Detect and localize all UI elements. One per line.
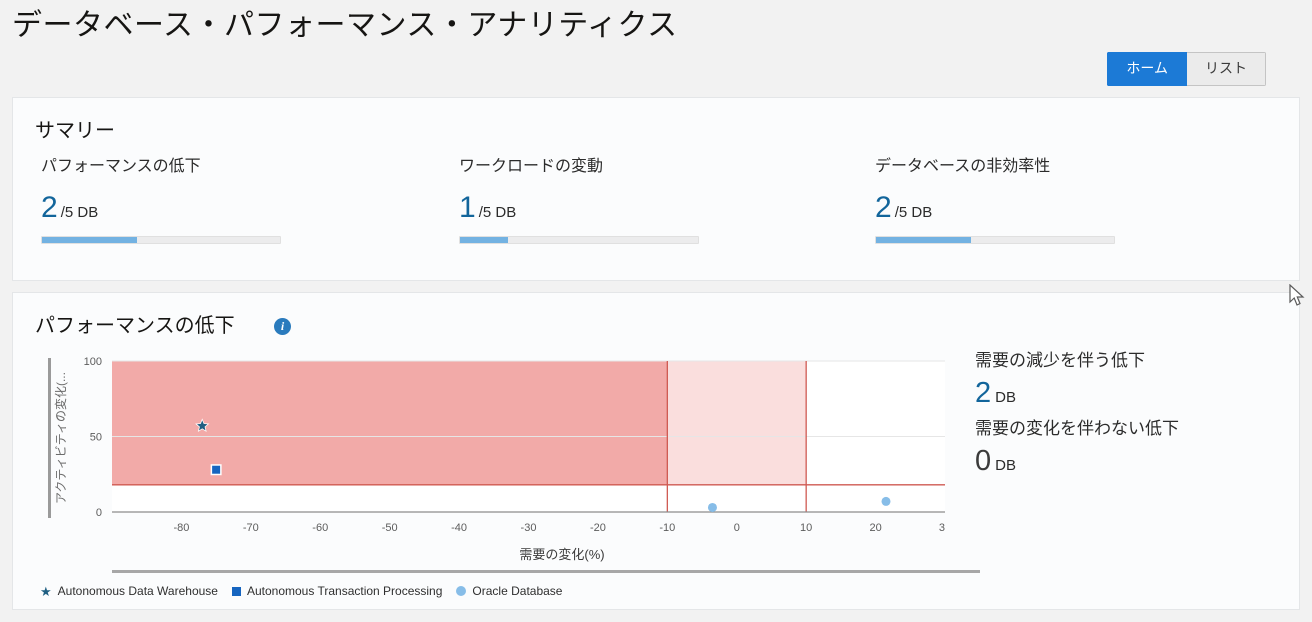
- chart-panel-heading: パフォーマンスの低下: [35, 315, 235, 337]
- page-title: データベース・パフォーマンス・アナリティクス: [12, 9, 678, 42]
- demand-decline-region: [112, 361, 668, 485]
- plot-svg: 0 50 100 -80 -70 -60 -50 -40 -30 -20 -10 0 10 20 30: [84, 356, 951, 534]
- view-toggle-group[interactable]: ホーム リスト: [1107, 52, 1266, 86]
- data-point-star: [197, 420, 208, 431]
- demand-stable-region: [667, 361, 807, 485]
- summary-heading: サマリー: [35, 120, 115, 142]
- side-stat-value-row: 2 DB: [975, 378, 1295, 408]
- scatter-chart: アクティビティの変化(... 0 50 100 -80 -70 -60 -50 -40 -30-…: [40, 352, 980, 602]
- x-tick-label: -20: [590, 522, 606, 534]
- star-icon: ★: [40, 583, 52, 599]
- metric-progress-track: [41, 236, 281, 244]
- y-tick-label: 50: [90, 432, 102, 444]
- metric-label: ワークロードの変動: [459, 158, 604, 175]
- info-icon[interactable]: i: [274, 318, 291, 335]
- metric-value-row: 2 /5 DB: [875, 192, 1275, 224]
- metric-progress-fill: [42, 237, 138, 243]
- x-tick-label: -10: [659, 522, 675, 534]
- metric-label: データベースの非効率性: [875, 158, 1051, 175]
- x-axis-title: 需要の変化(%): [519, 547, 605, 562]
- x-tick-label: -80: [173, 522, 189, 534]
- view-toggle-home[interactable]: ホーム: [1107, 52, 1187, 86]
- y-axis-rail: [48, 358, 51, 518]
- mouse-cursor: [1289, 284, 1305, 306]
- summary-card: サマリー パフォーマンスの低下 2 /5 DB ワークロードの変動 1 /5 D…: [12, 97, 1300, 281]
- circle-icon: [456, 586, 467, 596]
- x-tick-label: -50: [382, 522, 398, 534]
- side-stat-unit: DB: [995, 457, 1016, 474]
- data-point-circle: [707, 502, 717, 512]
- y-axis-title: アクティビティの変化(...: [54, 372, 68, 504]
- chart-legend: ★ Autonomous Data Warehouse Autonomous T…: [40, 584, 562, 598]
- x-tick-label: -60: [312, 522, 328, 534]
- side-stat-value: 2: [975, 377, 992, 409]
- side-stat-value-row: 0 DB: [975, 446, 1295, 476]
- legend-item-oracle-database[interactable]: Oracle Database: [456, 584, 562, 598]
- x-tick-label: -40: [451, 522, 467, 534]
- metric-performance-degradation: パフォーマンスの低下 2 /5 DB: [41, 156, 441, 244]
- metric-progress-track: [875, 236, 1115, 244]
- y-tick-label: 0: [96, 507, 102, 519]
- side-stat-label: 需要の変化を伴わない低下: [975, 419, 1179, 438]
- legend-divider: [112, 570, 980, 573]
- data-point-square: [212, 465, 221, 474]
- metric-progress-fill: [876, 237, 972, 243]
- legend-label: Autonomous Data Warehouse: [57, 584, 218, 598]
- x-tick-label: 30: [939, 522, 945, 534]
- legend-item-atp[interactable]: Autonomous Transaction Processing: [231, 584, 443, 598]
- metric-workload-fluctuation: ワークロードの変動 1 /5 DB: [459, 156, 859, 244]
- data-point-circle: [881, 496, 891, 506]
- side-stat-unit: DB: [995, 389, 1016, 406]
- metric-value: 1: [459, 191, 476, 224]
- metric-progress-fill: [460, 237, 508, 243]
- legend-label: Autonomous Transaction Processing: [246, 584, 443, 598]
- square-icon: [231, 586, 241, 596]
- x-tick-label: 0: [734, 522, 740, 534]
- metric-value: 2: [41, 191, 58, 224]
- legend-item-adw[interactable]: ★ Autonomous Data Warehouse: [40, 584, 218, 598]
- metric-suffix: /5 DB: [60, 204, 99, 221]
- x-tick-label: 10: [800, 522, 812, 534]
- x-tick-label: -70: [243, 522, 259, 534]
- y-tick-label: 100: [84, 356, 102, 368]
- metric-progress-track: [459, 236, 699, 244]
- side-stat-label: 需要の減少を伴う低下: [975, 351, 1145, 370]
- metric-database-inefficiency: データベースの非効率性 2 /5 DB: [875, 156, 1275, 244]
- x-tick-label: 20: [869, 522, 881, 534]
- metric-value-row: 1 /5 DB: [459, 192, 859, 224]
- x-tick-label: -30: [521, 522, 537, 534]
- metric-suffix: /5 DB: [478, 204, 517, 221]
- view-toggle-list[interactable]: リスト: [1187, 52, 1266, 86]
- metric-value: 2: [875, 191, 892, 224]
- side-stat-value: 0: [975, 445, 992, 477]
- metric-value-row: 2 /5 DB: [41, 192, 441, 224]
- chart-side-stats: 需要の減少を伴う低下 2 DB 需要の変化を伴わない低下 0 DB: [975, 348, 1295, 484]
- metric-suffix: /5 DB: [894, 204, 933, 221]
- legend-label: Oracle Database: [472, 584, 563, 598]
- metric-label: パフォーマンスの低下: [41, 158, 201, 175]
